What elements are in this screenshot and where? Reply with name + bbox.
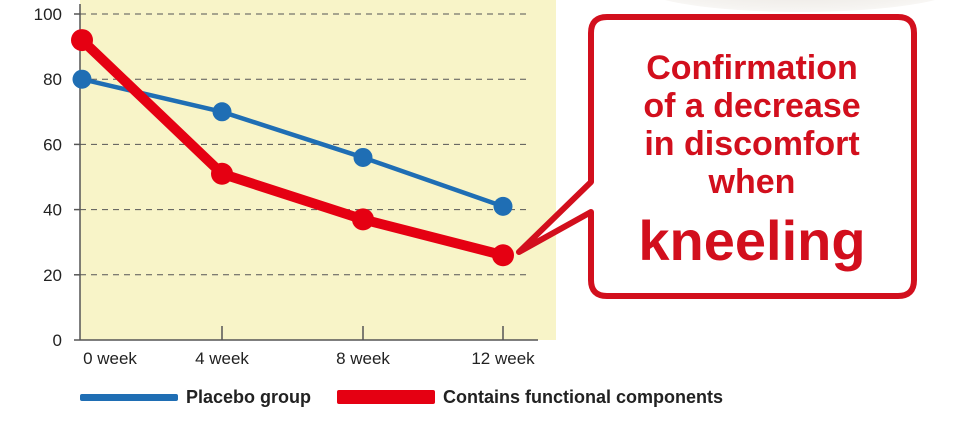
y-tick-label-100: 100 [34, 5, 62, 24]
series-line-1 [77, 35, 508, 261]
gridlines [80, 13, 530, 276]
legend-item-functional: Contains functional components [337, 387, 723, 408]
y-tick-label-40: 40 [43, 201, 62, 220]
data-series [71, 29, 514, 267]
callout-line-0: Confirmation [646, 49, 858, 87]
y-tick-label-60: 60 [43, 135, 62, 154]
x-tick-label-3: 12 week [471, 349, 535, 368]
callout-shape [516, 14, 917, 299]
line-chart: 0 20 40 60 80 100 0 week 4 week 8 week 12 week C… [34, 0, 917, 368]
data-point-0-0 [72, 69, 92, 89]
callout-line-1: of a decrease [643, 87, 860, 125]
legend-swatch-functional [337, 390, 436, 404]
plot-area-background [80, 0, 556, 340]
data-point-0-2 [353, 147, 373, 167]
legend-swatch-placebo [80, 393, 178, 401]
data-point-1-2 [352, 208, 374, 231]
y-tick-labels: 0 20 40 60 80 100 [34, 5, 62, 350]
legend: Placebo group Contains functional compon… [80, 383, 749, 411]
y-tick-label-80: 80 [43, 70, 62, 89]
x-tick-label-0: 0 week [83, 349, 137, 368]
data-point-1-0 [71, 29, 93, 52]
legend-label-placebo: Placebo group [186, 386, 312, 407]
callout-line-2: in discomfort [644, 125, 859, 163]
data-point-0-3 [493, 196, 513, 216]
series-line-0 [79, 76, 506, 209]
data-point-1-3 [492, 244, 514, 267]
y-tick-label-0: 0 [53, 331, 62, 350]
data-point-0-1 [212, 102, 232, 122]
data-point-1-1 [211, 162, 233, 185]
y-tick-label-20: 20 [43, 266, 62, 285]
callout-line-3: when [708, 163, 796, 201]
legend-item-placebo: Placebo group [80, 387, 311, 408]
x-tick-label-1: 4 week [195, 349, 249, 368]
callout-line-4: kneeling [638, 209, 865, 272]
legend-label-functional: Contains functional components [443, 386, 724, 407]
x-tick-label-2: 8 week [336, 349, 390, 368]
x-tick-labels: 0 week 4 week 8 week 12 week [83, 349, 535, 368]
